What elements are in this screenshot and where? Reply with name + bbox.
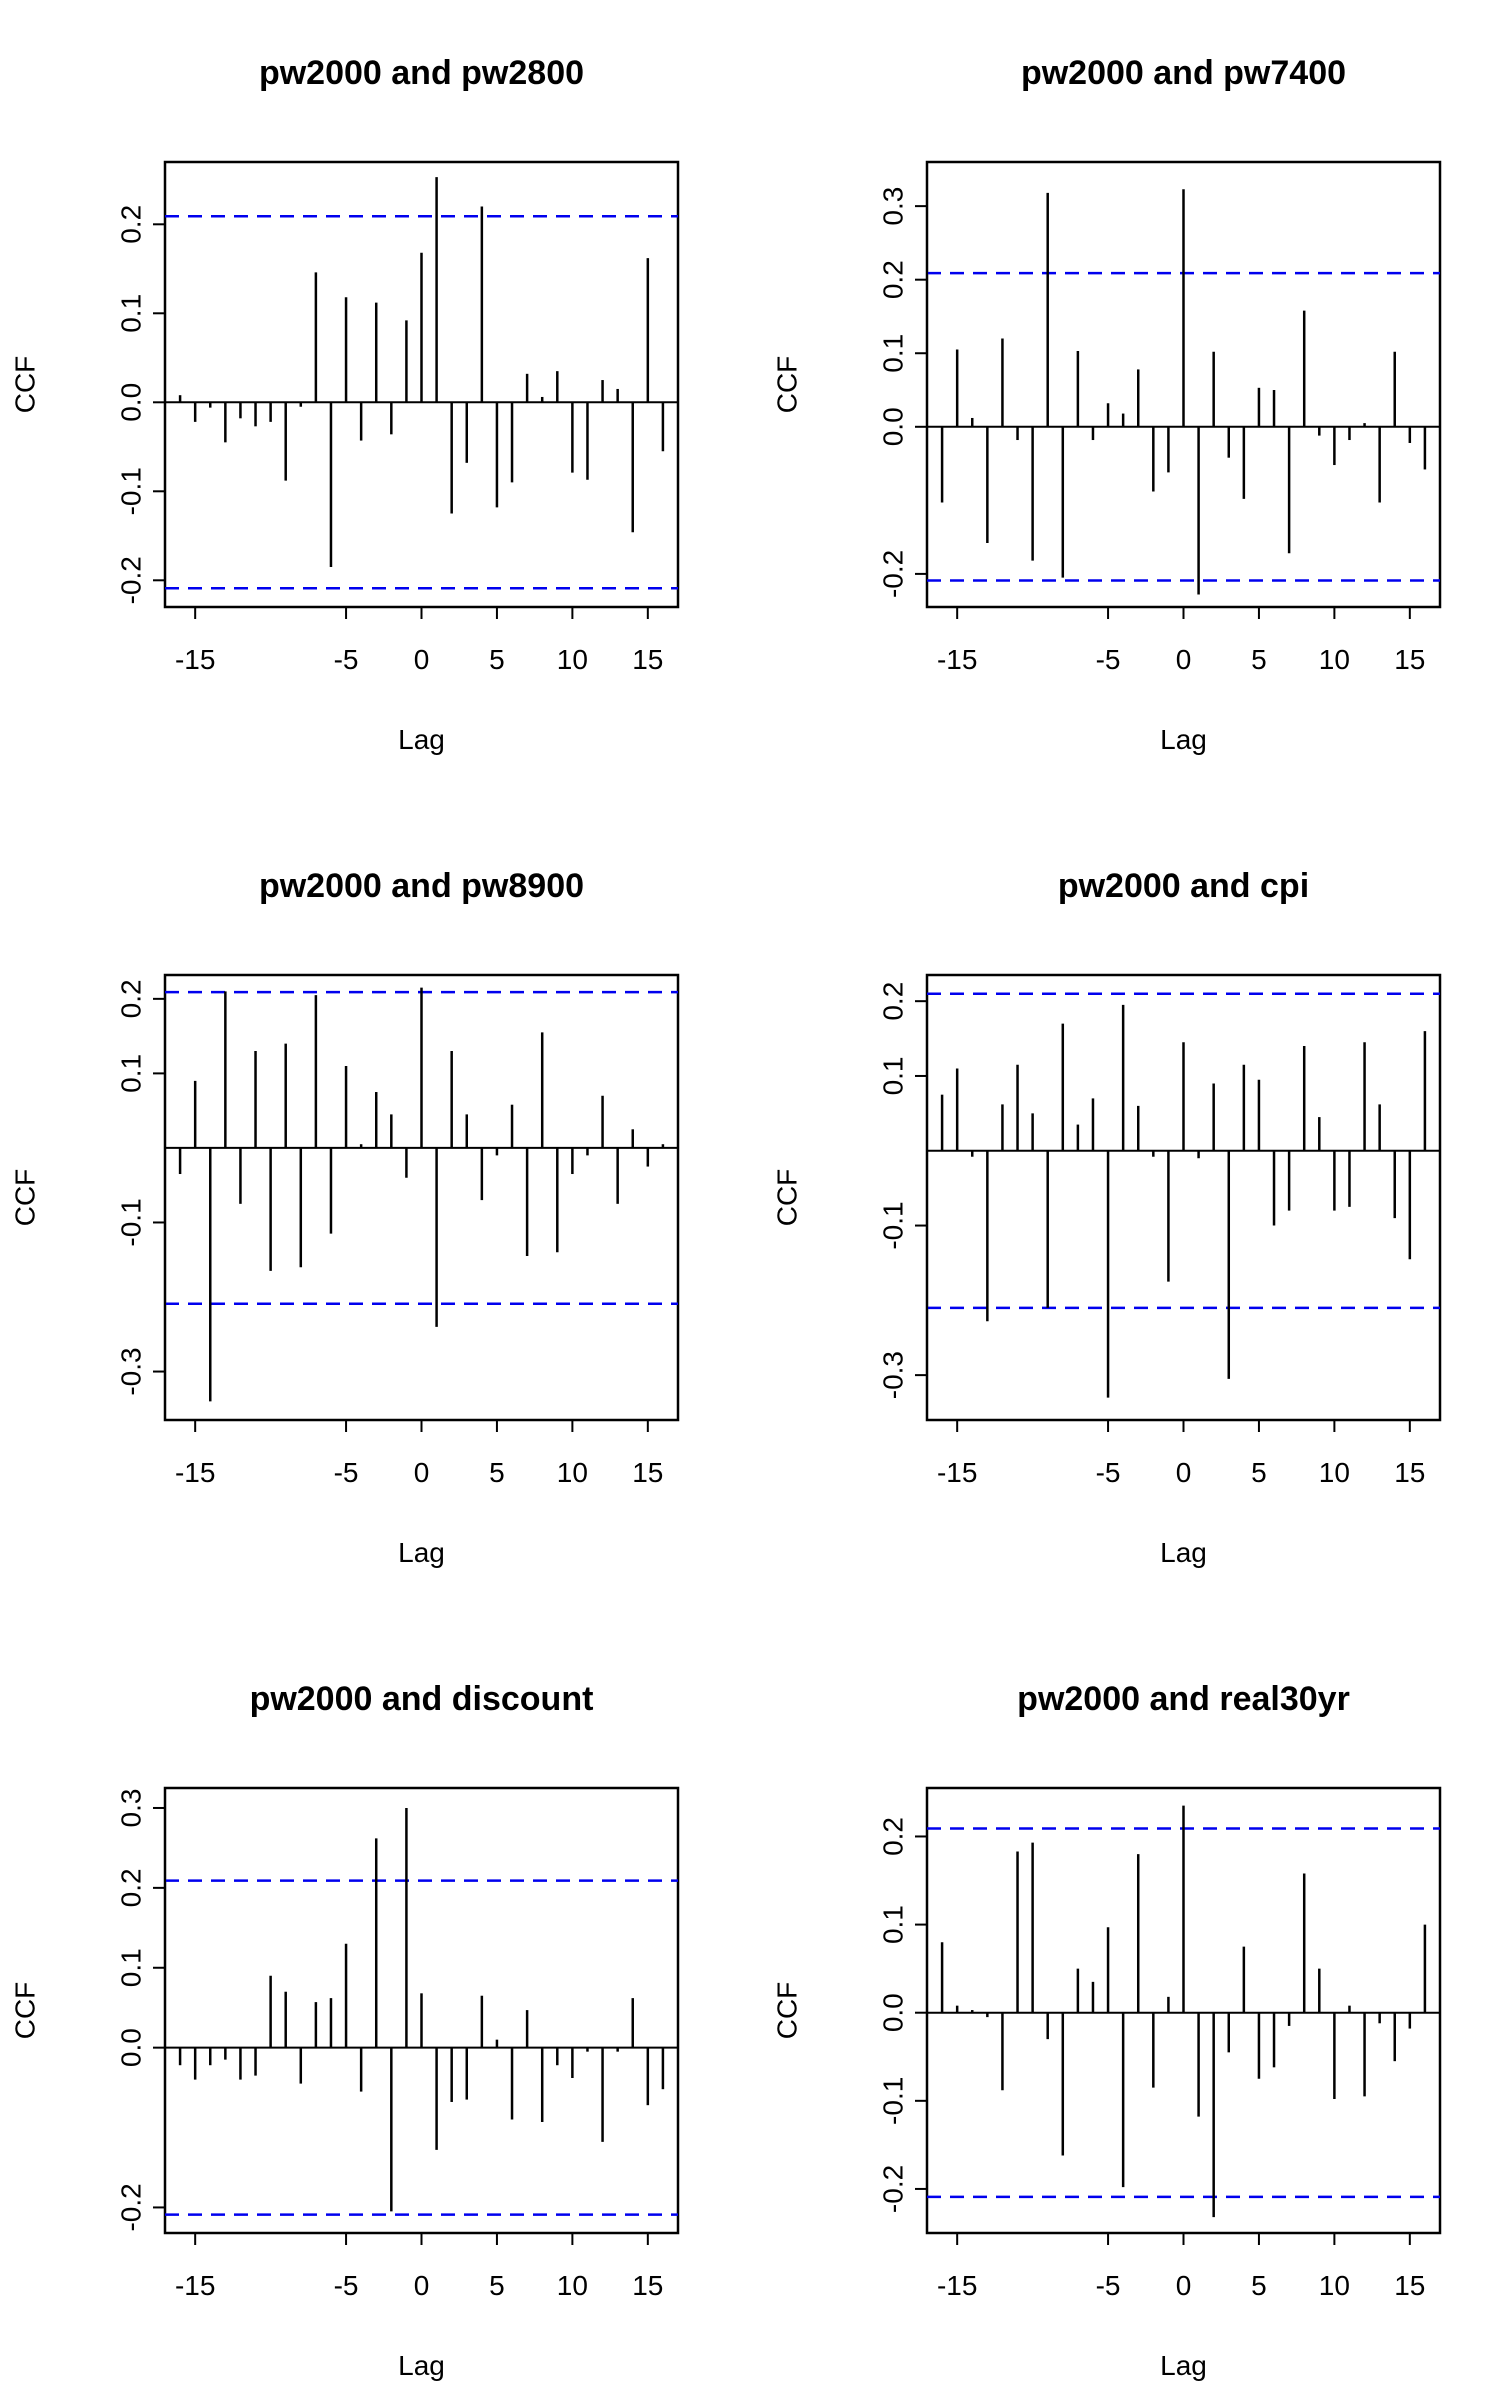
ccf-panel: pw2000 and pw8900 -15 -5 0 5 10 15 -0.3 -0.1 0.1 0… [10, 867, 680, 1568]
x-tick-label: 5 [1251, 644, 1267, 675]
x-tick-label: 0 [414, 2270, 430, 2301]
y-tick-label: 0.2 [878, 1817, 909, 1856]
x-tick-label: 0 [1176, 1457, 1192, 1488]
chart-title: pw2000 and discount [250, 1680, 594, 1718]
ccf-panel: pw2000 and cpi -15 -5 0 5 10 15 -0.3 -0.1 0.1 0.2 L… [772, 867, 1442, 1568]
x-tick-label: -15 [175, 2270, 215, 2301]
y-tick-label: 0.2 [878, 260, 909, 299]
chart-title: pw2000 and pw8900 [259, 867, 584, 905]
y-tick-label: 0.3 [116, 1789, 147, 1828]
y-tick-label: -0.2 [116, 556, 147, 604]
x-tick-label: 10 [557, 1457, 588, 1488]
x-tick-label: -5 [1096, 644, 1121, 675]
x-tick-label: 15 [632, 2270, 663, 2301]
x-tick-label: 10 [1319, 644, 1350, 675]
y-tick-label: 0.0 [116, 383, 147, 422]
x-tick-label: 15 [632, 644, 663, 675]
chart-title: pw2000 and pw2800 [259, 54, 584, 92]
ccf-panel: pw2000 and real30yr -15 -5 0 5 10 15 -0.2 -0.1 0.… [772, 1680, 1442, 2381]
y-tick-label: -0.2 [116, 2183, 147, 2231]
x-tick-label: 15 [1394, 1457, 1425, 1488]
x-tick-label: 0 [414, 1457, 430, 1488]
y-tick-label: 0.2 [878, 982, 909, 1021]
x-tick-label: -5 [1096, 2270, 1121, 2301]
y-tick-label: -0.1 [116, 1198, 147, 1246]
x-tick-label: -15 [937, 1457, 977, 1488]
x-tick-label: 5 [489, 1457, 505, 1488]
y-axis-label: CCF [772, 1169, 803, 1227]
x-tick-label: 0 [414, 644, 430, 675]
x-axis-label: Lag [1160, 724, 1207, 755]
y-tick-label: -0.3 [878, 1351, 909, 1399]
y-tick-label: -0.2 [878, 2165, 909, 2213]
y-tick-label: 0.1 [878, 1905, 909, 1944]
x-tick-label: -5 [334, 1457, 359, 1488]
x-tick-label: 15 [1394, 2270, 1425, 2301]
y-tick-label: 0.1 [116, 294, 147, 333]
x-axis-label: Lag [398, 2350, 445, 2381]
x-tick-label: -5 [334, 2270, 359, 2301]
y-tick-label: 0.0 [878, 1993, 909, 2032]
y-tick-label: 0.0 [116, 2028, 147, 2067]
y-tick-label: -0.2 [878, 550, 909, 598]
x-tick-label: 15 [1394, 644, 1425, 675]
y-tick-label: -0.1 [878, 1201, 909, 1249]
x-tick-label: 5 [1251, 1457, 1267, 1488]
y-tick-label: 0.2 [116, 979, 147, 1018]
x-tick-label: 0 [1176, 644, 1192, 675]
x-tick-label: -15 [937, 2270, 977, 2301]
y-axis-label: CCF [10, 356, 41, 414]
x-tick-label: 10 [1319, 2270, 1350, 2301]
ccf-panel: pw2000 and pw7400 -15 -5 0 5 10 15 -0.2 0.0 0.1 0.… [772, 54, 1442, 755]
plot-frame [925, 973, 1442, 1422]
x-tick-label: 10 [557, 644, 588, 675]
y-tick-label: -0.1 [878, 2077, 909, 2125]
x-tick-label: -5 [334, 644, 359, 675]
x-tick-label: 5 [489, 2270, 505, 2301]
y-axis-label: CCF [772, 356, 803, 414]
x-tick-label: 5 [1251, 2270, 1267, 2301]
y-tick-label: -0.1 [116, 467, 147, 515]
x-tick-label: -15 [175, 644, 215, 675]
x-tick-label: -15 [937, 644, 977, 675]
y-tick-label: 0.2 [116, 205, 147, 244]
x-tick-label: 10 [1319, 1457, 1350, 1488]
y-tick-label: -0.3 [116, 1347, 147, 1395]
y-tick-label: 0.1 [878, 334, 909, 373]
x-axis-label: Lag [1160, 1537, 1207, 1568]
y-tick-label: 0.1 [116, 1054, 147, 1093]
x-axis-label: Lag [1160, 2350, 1207, 2381]
y-tick-label: 0.0 [878, 407, 909, 446]
chart-title: pw2000 and real30yr [1017, 1680, 1350, 1718]
y-tick-label: 0.1 [116, 1948, 147, 1987]
y-tick-label: 0.1 [878, 1056, 909, 1095]
y-axis-label: CCF [10, 1169, 41, 1227]
x-tick-label: 0 [1176, 2270, 1192, 2301]
x-tick-label: -5 [1096, 1457, 1121, 1488]
chart-title: pw2000 and cpi [1058, 867, 1309, 905]
x-tick-label: 15 [632, 1457, 663, 1488]
y-axis-label: CCF [10, 1982, 41, 2040]
ccf-panel: pw2000 and pw2800 -15 -5 0 5 10 15 -0.2 -0.1 0.0 0… [10, 54, 680, 755]
x-tick-label: -15 [175, 1457, 215, 1488]
y-tick-label: 0.2 [116, 1868, 147, 1907]
x-axis-label: Lag [398, 724, 445, 755]
ccf-panel: pw2000 and discount -15 -5 0 5 10 15 -0.2 0.0 0.1… [10, 1680, 680, 2381]
x-axis-label: Lag [398, 1537, 445, 1568]
chart-title: pw2000 and pw7400 [1021, 54, 1346, 92]
y-axis-label: CCF [772, 1982, 803, 2040]
y-tick-label: 0.3 [878, 187, 909, 226]
x-tick-label: 5 [489, 644, 505, 675]
x-tick-label: 10 [557, 2270, 588, 2301]
